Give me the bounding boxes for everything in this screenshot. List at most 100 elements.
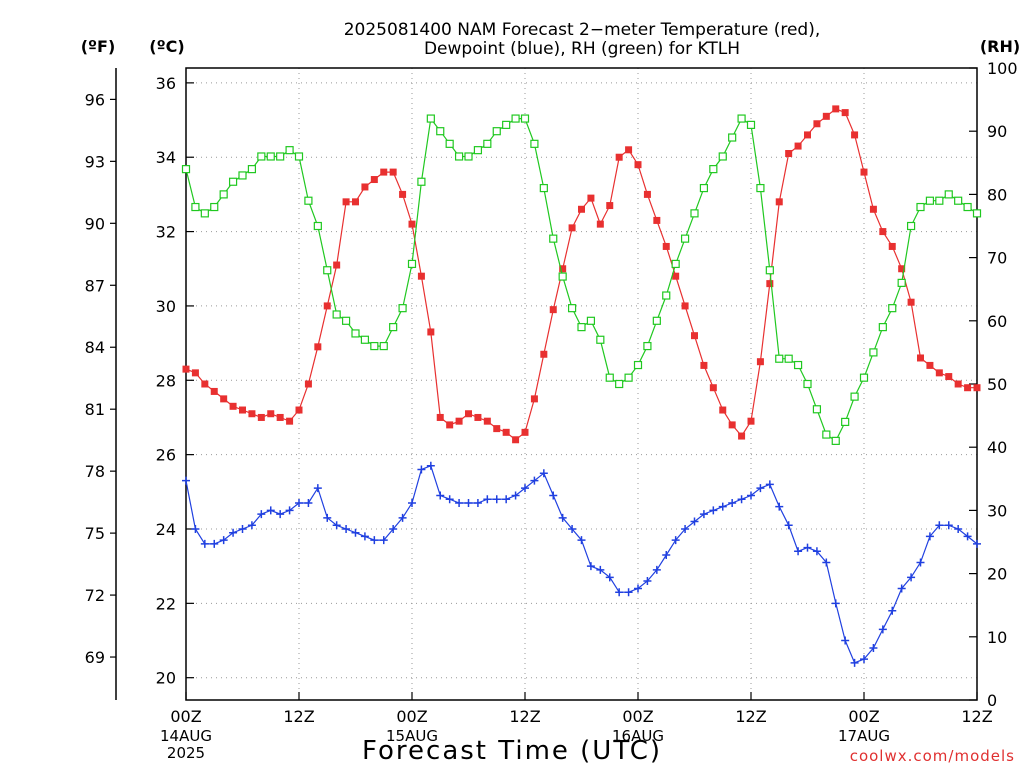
rh-point [803, 379, 812, 389]
temperature-point [323, 302, 331, 310]
rh-point [511, 114, 520, 123]
rh-point [483, 139, 492, 148]
temperature-point [615, 153, 623, 161]
rh-point [426, 114, 435, 123]
temperature-point [691, 332, 698, 340]
temperature-point [926, 361, 934, 369]
x-tick-label: 12Z [283, 707, 314, 726]
rh-tick-label: 100 [987, 59, 1018, 78]
dewpoint-point [182, 476, 190, 485]
temperature-point [267, 410, 275, 418]
temperature-point [408, 220, 416, 228]
temperature-point [804, 131, 811, 139]
rh-point [878, 323, 887, 332]
rh-point [228, 177, 238, 186]
dewpoint-point [502, 495, 511, 504]
temperature-point [417, 272, 425, 280]
temperature-point [559, 265, 567, 273]
x-year-label: 2025 [167, 744, 205, 762]
fahrenheit-unit-label: (ºF) [81, 37, 116, 56]
rh-point [219, 190, 228, 199]
dewpoint-point [568, 524, 577, 533]
rh-point [567, 304, 577, 313]
dewpoint-point [973, 539, 981, 548]
rh-point [888, 304, 897, 313]
dewpoint-point [775, 502, 784, 511]
dewpoint-point [765, 480, 774, 489]
temperature-point [182, 365, 190, 373]
temperature-point [549, 306, 557, 314]
temperature-point [257, 413, 265, 421]
dewpoint-point [389, 524, 398, 533]
rh-point [652, 316, 661, 325]
x-tick-label: 12Z [961, 707, 992, 726]
dewpoint-point [596, 565, 605, 574]
temperature-point [879, 228, 887, 236]
temperature-point [898, 265, 906, 273]
dewpoint-point [586, 562, 595, 571]
rh-point [633, 360, 643, 370]
rh-point [276, 152, 285, 161]
dewpoint-point [615, 588, 624, 597]
temperature-point [578, 205, 585, 213]
temperature-point [775, 198, 783, 206]
rh-point [370, 341, 379, 351]
dewpoint-point [408, 498, 416, 507]
temperature-point [427, 328, 435, 336]
temperature-point [502, 428, 510, 436]
rh-series [181, 114, 982, 445]
dewpoint-point [812, 547, 821, 556]
rh-point [238, 171, 247, 180]
temperature-point [672, 272, 680, 280]
rh-point [643, 341, 652, 351]
rh-point [709, 165, 718, 174]
temperature-point [964, 384, 972, 392]
series [181, 105, 982, 667]
fahrenheit-tick-label: 96 [85, 90, 105, 109]
temperature-point [888, 242, 896, 250]
temperature-point [361, 183, 369, 191]
dewpoint-point [803, 543, 812, 552]
fahrenheit-tick-label: 69 [85, 648, 105, 667]
rh-point [181, 165, 191, 174]
dewpoint-point [295, 498, 303, 507]
fahrenheit-tick-label: 90 [85, 214, 105, 233]
rh-point [586, 316, 596, 325]
temperature-point [625, 146, 633, 154]
dewpoint-point [681, 524, 690, 533]
celsius-tick-label: 36 [156, 74, 176, 93]
dewpoint-point [624, 588, 633, 597]
chart-subtitle: Dewpoint (blue), RH (green) for KTLH [424, 39, 740, 59]
rh-point [247, 165, 257, 174]
dewpoint-point [699, 510, 708, 519]
temperature-point [832, 105, 840, 113]
dewpoint-point [360, 532, 369, 541]
dewpoint-point [784, 521, 793, 530]
rh-point [916, 202, 925, 212]
temperature-point [342, 198, 350, 206]
rh-point [266, 152, 275, 161]
dewpoint-point [370, 536, 379, 545]
dewpoint-point [652, 565, 661, 574]
temperature-point [945, 373, 953, 381]
x-tick-label: 12Z [509, 707, 540, 726]
celsius-tick-label: 28 [156, 371, 176, 390]
dewpoint-point [549, 491, 558, 500]
dewpoint-point [332, 521, 341, 530]
rh-point [605, 373, 614, 382]
rh-point [954, 196, 963, 205]
rh-tick-label: 80 [987, 185, 1007, 204]
rh-point [520, 114, 530, 123]
dewpoint-point [925, 532, 934, 541]
rh-point [775, 354, 784, 363]
rh-point [963, 202, 972, 212]
temperature-point [822, 112, 830, 120]
temperature-point [455, 417, 463, 425]
rh-point [379, 341, 388, 351]
celsius-unit-label: (ºC) [149, 37, 184, 56]
temperature-point [766, 280, 774, 288]
dewpoint-point [229, 528, 238, 537]
dewpoint-point [963, 532, 972, 541]
temperature-point [295, 406, 303, 414]
rh-point [615, 379, 624, 389]
